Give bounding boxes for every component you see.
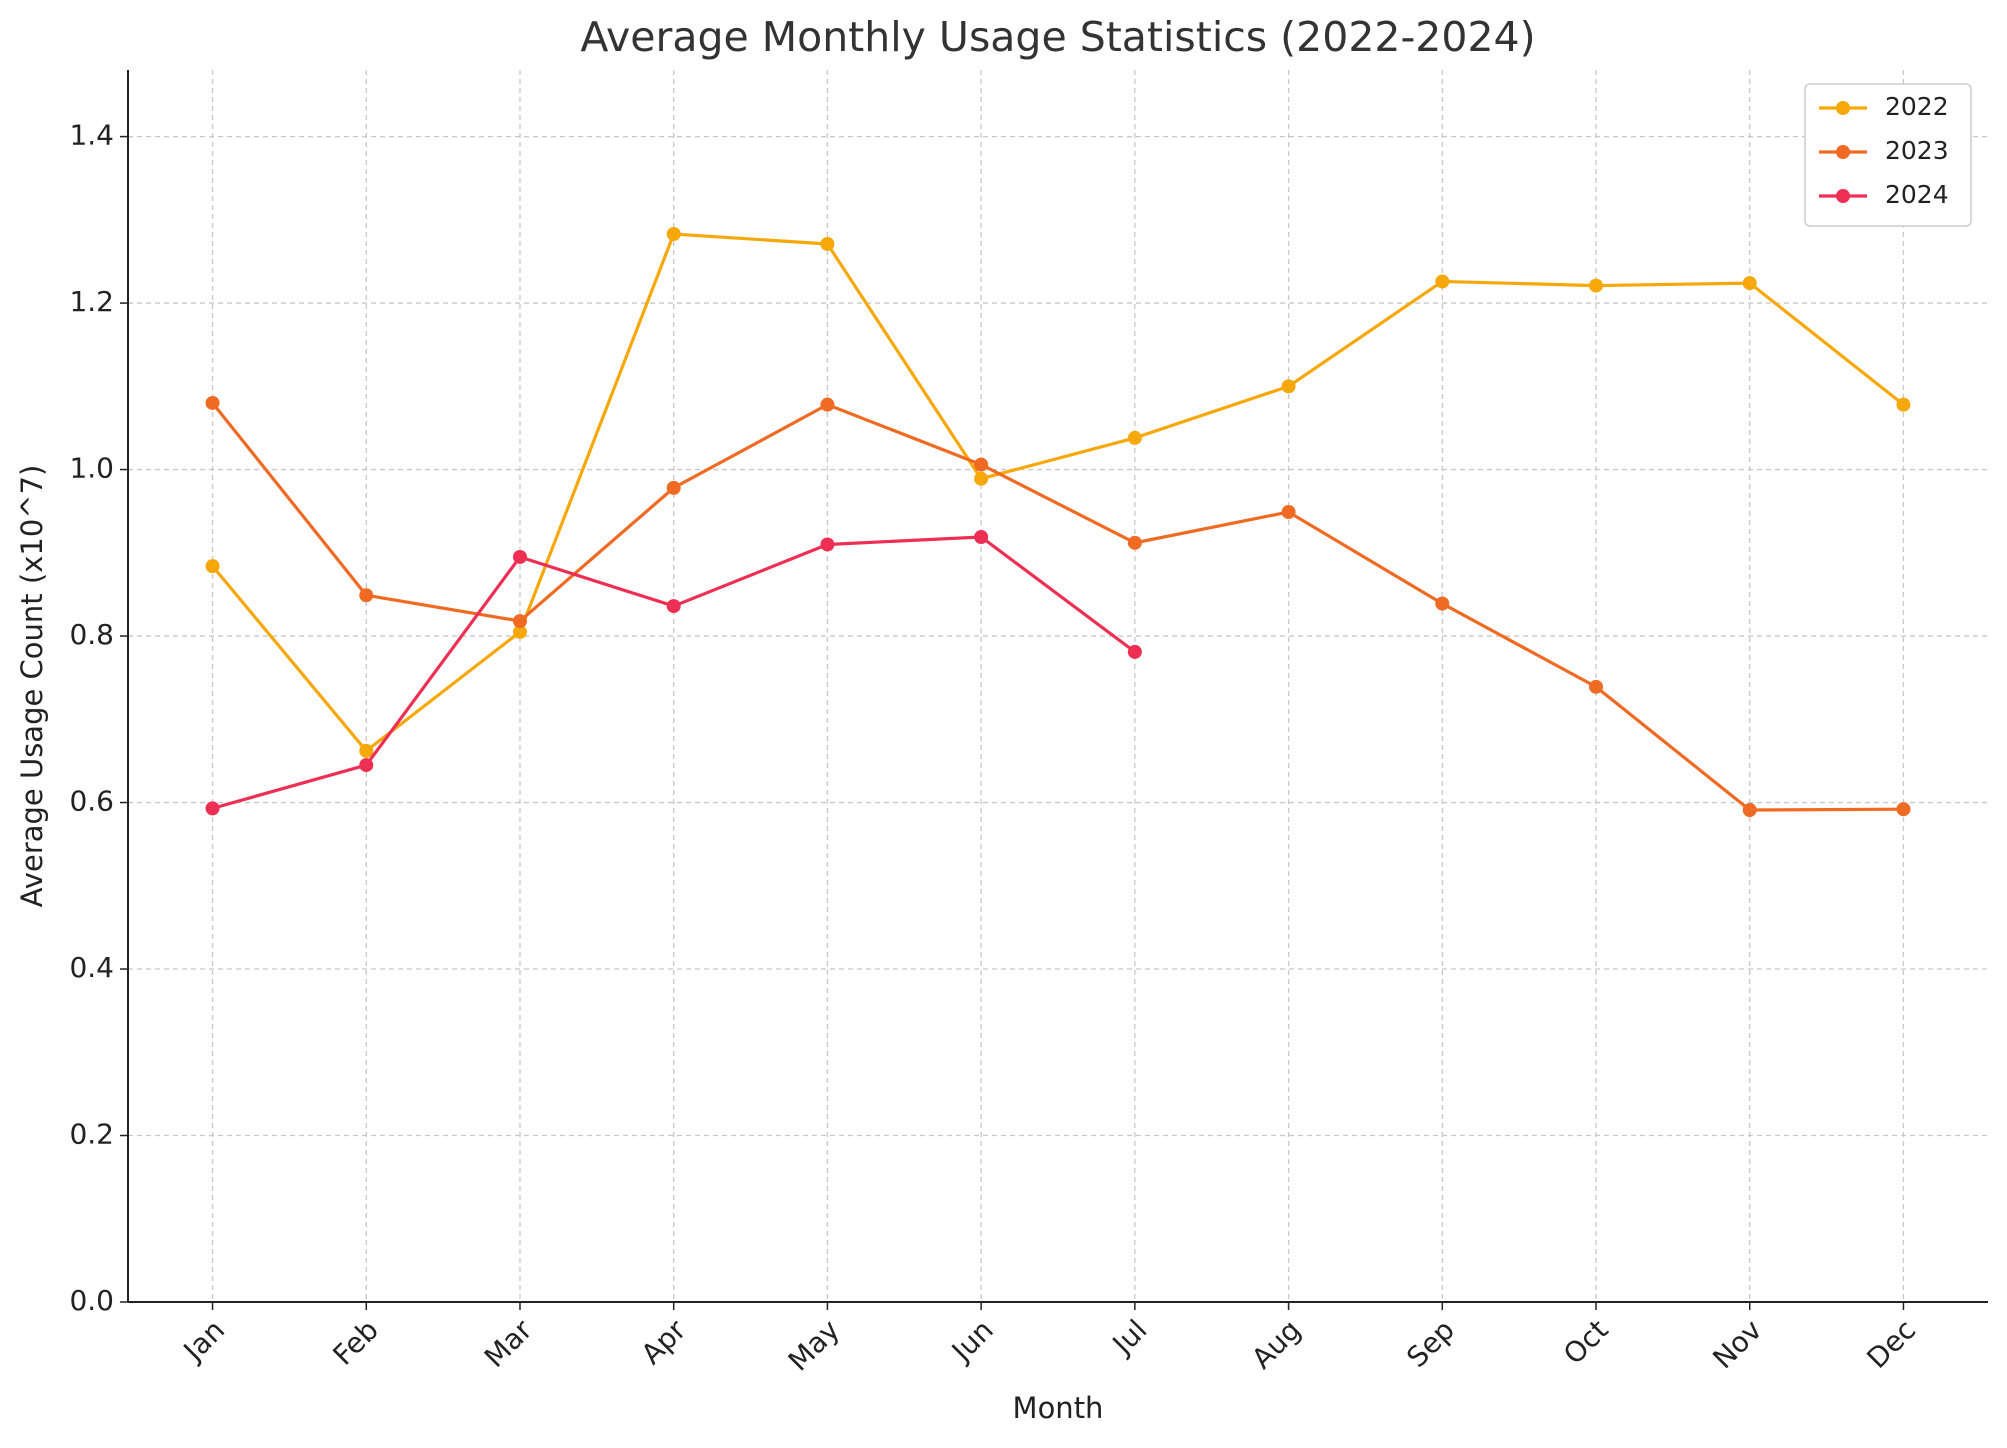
data-point xyxy=(1127,430,1142,445)
data-point xyxy=(512,624,527,639)
legend-label: 2023 xyxy=(1885,136,1949,165)
data-point xyxy=(974,471,989,486)
data-point xyxy=(1127,535,1142,550)
series-line xyxy=(211,401,1904,812)
y-tick-label: 1.0 xyxy=(69,452,114,485)
data-point xyxy=(1896,802,1911,817)
data-point xyxy=(666,226,681,241)
data-point xyxy=(974,457,989,472)
data-point xyxy=(820,236,835,251)
data-point xyxy=(1281,379,1296,394)
data-point xyxy=(1589,679,1604,694)
data-point xyxy=(512,614,527,629)
y-tick-label: 0.8 xyxy=(69,618,114,651)
data-point xyxy=(1589,278,1604,293)
series-line xyxy=(211,232,1905,754)
y-tick-label: 0.2 xyxy=(69,1118,114,1151)
legend-marker xyxy=(1836,101,1850,115)
data-point xyxy=(1281,505,1296,520)
legend-label: 2024 xyxy=(1885,180,1949,209)
data-point xyxy=(205,395,220,410)
data-point xyxy=(1127,644,1142,659)
data-point xyxy=(666,599,681,614)
data-point xyxy=(1742,276,1757,291)
y-axis-label: Average Usage Count (x10^7) xyxy=(15,465,49,908)
legend-label: 2022 xyxy=(1885,92,1949,121)
data-point xyxy=(359,758,374,773)
data-point xyxy=(359,588,374,603)
y-tick-label: 0.4 xyxy=(69,951,114,984)
data-point xyxy=(1435,596,1450,611)
x-axis-label: Month xyxy=(1013,1391,1104,1425)
y-tick-label: 0.0 xyxy=(69,1284,114,1317)
data-point xyxy=(974,529,989,544)
data-point xyxy=(359,743,374,758)
y-tick-label: 0.6 xyxy=(69,785,114,818)
data-point xyxy=(820,537,835,552)
data-point xyxy=(205,801,220,816)
data-point xyxy=(820,397,835,412)
data-point xyxy=(1742,803,1757,818)
chart-title: Average Monthly Usage Statistics (2022-2… xyxy=(580,13,1535,61)
data-point xyxy=(1896,397,1911,412)
data-point xyxy=(666,480,681,495)
data-point xyxy=(512,549,527,564)
legend-marker xyxy=(1836,189,1850,203)
y-tick-label: 1.4 xyxy=(69,119,114,152)
legend-marker xyxy=(1836,145,1850,159)
data-point xyxy=(205,559,220,574)
data-point xyxy=(1435,274,1450,289)
legend: 2022 2023 2024 xyxy=(1804,83,1972,227)
y-tick-label: 1.2 xyxy=(69,285,114,318)
